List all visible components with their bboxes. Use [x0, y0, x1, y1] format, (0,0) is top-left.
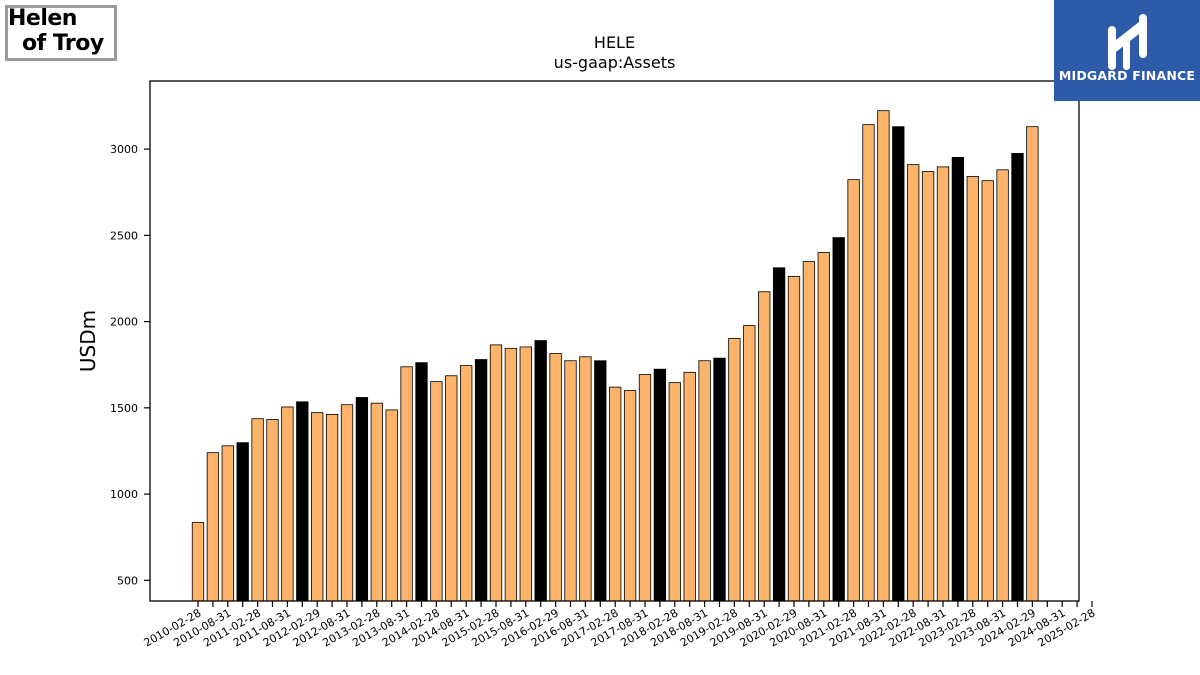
bar-2015-08-31 — [519, 346, 532, 602]
logo-left-line1: Helen — [8, 6, 77, 31]
plot-frame — [149, 80, 1080, 602]
bar-2016-08-31 — [579, 356, 592, 602]
bars-group — [191, 110, 1039, 602]
bar-2021-02-28 — [847, 179, 860, 602]
bar-2013-11-30 — [415, 362, 428, 602]
bar-2017-02-28 — [609, 386, 622, 602]
y-tick-label-500: 500 — [117, 574, 138, 587]
chart-title: HELE — [594, 33, 635, 52]
y-tick-label-2000: 2000 — [110, 316, 138, 329]
y-tick-label-2500: 2500 — [110, 229, 138, 242]
bar-2020-11-30 — [832, 237, 845, 602]
midgard-finance-logo: MIDGARD FINANCE — [1054, 0, 1200, 101]
bar-2017-08-31 — [638, 374, 652, 602]
bar-2020-05-31 — [802, 261, 816, 602]
bar-2021-05-31 — [862, 124, 875, 602]
bar-2012-05-31 — [325, 413, 339, 602]
bar-2022-08-31 — [936, 166, 950, 602]
bar-2015-11-30 — [534, 340, 547, 602]
logo-left-line2: of Troy — [22, 31, 104, 56]
bar-2023-11-30 — [1011, 153, 1024, 602]
bar-2022-11-30 — [951, 156, 965, 602]
bar-2011-05-31 — [266, 419, 279, 602]
bar-2020-08-31 — [817, 252, 830, 602]
helen-of-troy-logo: Helen of Troy — [5, 5, 117, 61]
bar-2023-05-31 — [981, 180, 994, 602]
bar-2018-08-31 — [698, 360, 711, 602]
bar-2019-05-31 — [743, 325, 756, 602]
bar-2013-08-31 — [400, 366, 413, 602]
bar-2016-11-30 — [594, 360, 607, 602]
bar-2019-11-30 — [772, 267, 786, 602]
bar-2019-08-31 — [758, 291, 771, 602]
bar-2021-11-30 — [892, 126, 905, 602]
bar-2010-02-28 — [191, 522, 205, 602]
bar-2011-02-28 — [251, 418, 264, 602]
bar-2012-08-31 — [340, 404, 354, 602]
bar-2018-11-30 — [713, 357, 726, 602]
bar-2010-11-30 — [236, 442, 249, 602]
bar-2012-02-29 — [311, 412, 324, 602]
bar-2011-08-31 — [281, 406, 294, 602]
bar-2022-02-28 — [907, 164, 920, 602]
bar-2023-08-31 — [996, 169, 1009, 602]
bar-2010-08-31 — [221, 445, 234, 602]
bar-2010-05-31 — [206, 452, 220, 602]
y-tick-label-1000: 1000 — [110, 488, 138, 501]
bar-2012-11-30 — [355, 397, 369, 602]
bar-2014-02-28 — [430, 381, 443, 602]
bar-2016-02-29 — [549, 353, 562, 602]
bar-2018-02-28 — [668, 382, 681, 602]
bar-2014-05-31 — [445, 375, 458, 602]
midgard-emblem-icon — [1108, 14, 1147, 70]
bar-2017-11-30 — [653, 368, 667, 602]
bar-2017-05-31 — [623, 390, 637, 602]
bar-2015-05-31 — [504, 347, 518, 602]
bar-2013-05-31 — [385, 409, 398, 602]
logo-right-text: MIDGARD FINANCE — [1058, 68, 1196, 83]
bar-2014-08-31 — [460, 365, 473, 602]
chart-subtitle: us-gaap:Assets — [554, 53, 676, 72]
y-axis-label: USDm — [76, 310, 100, 372]
bar-2020-02-29 — [787, 276, 801, 602]
y-tick-label-3000: 3000 — [110, 143, 138, 156]
y-axis: 500 1000 1500 2000 2500 3000 — [110, 143, 150, 587]
x-axis: 2010-02-282010-08-312011-02-282011-08-31… — [142, 601, 1098, 650]
bar-2019-02-28 — [728, 338, 741, 602]
bar-2013-02-28 — [370, 402, 383, 602]
bar-2018-05-31 — [683, 371, 696, 602]
bar-2022-05-31 — [921, 171, 935, 602]
bar-2024-02-29 — [1026, 126, 1039, 602]
bar-2021-08-31 — [877, 110, 890, 602]
bar-2014-11-30 — [474, 359, 488, 602]
bar-2015-02-28 — [489, 344, 503, 602]
bar-2023-02-28 — [966, 175, 979, 602]
bar-2011-11-30 — [296, 401, 309, 602]
bar-2016-05-31 — [564, 360, 577, 602]
y-tick-label-1500: 1500 — [110, 402, 138, 415]
